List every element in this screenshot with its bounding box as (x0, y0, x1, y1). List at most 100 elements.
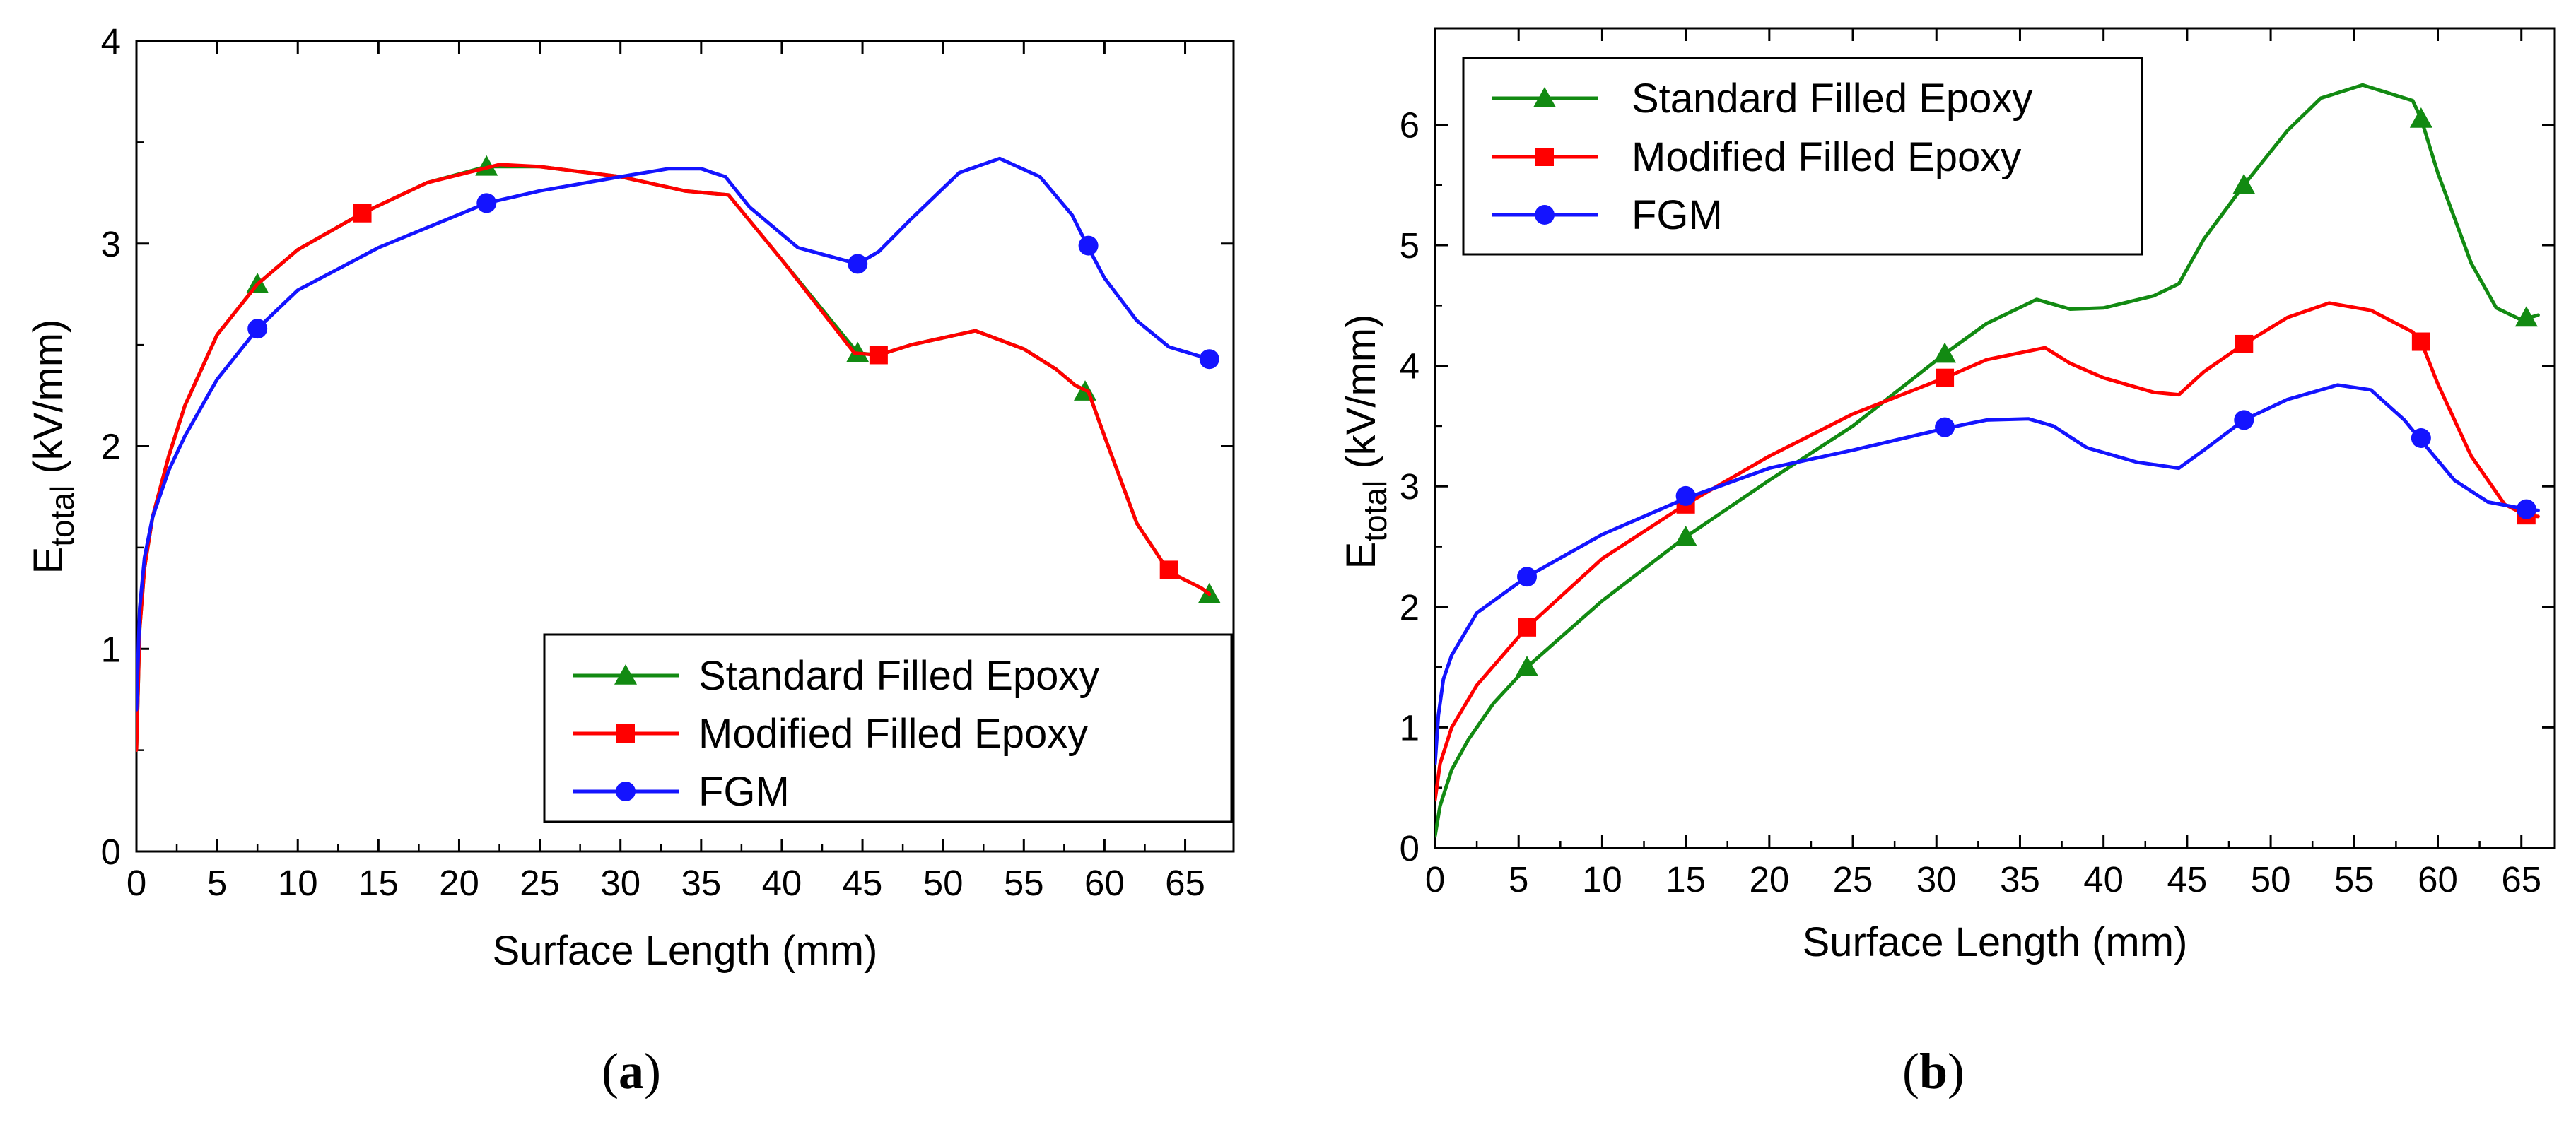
panel-b-data-point (2516, 499, 2536, 519)
panel-a-data-point (476, 193, 497, 213)
panel-b-data-point (2411, 332, 2430, 351)
panel-a-x-tick-label: 50 (923, 863, 964, 903)
panel-a-x-tick-label: 5 (207, 863, 227, 903)
panel-b-caption-letter: b (1919, 1043, 1948, 1099)
panel-b-data-point (1936, 368, 1955, 387)
panel-a-y-tick-label: 0 (101, 832, 121, 872)
panel-a-data-point (848, 254, 868, 274)
panel-a-legend-marker (616, 782, 636, 801)
panel-b-y-axis-label-unit: (kV/mm) (1338, 314, 1384, 480)
panel-b-data-point (2411, 428, 2431, 448)
chart-b: 0 5 10 15 20 25 30 35 40 45 50 55 60 650123456Surface… (1338, 27, 2556, 1099)
panel-a-caption: (a) (602, 1043, 661, 1099)
panel-b-x-tick-label: 60 (2418, 859, 2458, 900)
panel-b-series-1 (1435, 301, 2540, 802)
panel-b-legend-label: Standard Filled Epoxy (1632, 76, 2032, 122)
panel-b-y-axis-label-sub: total (1357, 480, 1393, 542)
panel-b-data-point (1933, 342, 1957, 363)
panel-a-y-axis-label: Etotal (kV/mm) (25, 319, 81, 574)
panel-a-x-tick-label: 40 (762, 863, 802, 903)
panel-b-x-tick-label: 30 (1916, 859, 1957, 900)
panel-a-x-tick-label: 15 (358, 863, 399, 903)
panel-a-data-point (353, 204, 372, 223)
panel-b-y-tick-label: 1 (1400, 707, 1419, 748)
panel-a-x-axis-label: Surface Length (mm) (493, 928, 878, 974)
panel-b-data-point (1518, 618, 1537, 637)
panel-b-x-tick-label: 40 (2083, 859, 2124, 900)
panel-b-x-tick-label: 20 (1749, 859, 1789, 900)
panel-a-data-point (1159, 560, 1178, 579)
panel-b-legend: Standard Filled Epoxy Modified Filled Epo… (1462, 57, 2143, 256)
panel-a-legend-label: Standard Filled Epoxy (698, 653, 1099, 699)
panel-b-data-point (1935, 417, 1955, 437)
panel-a-x-tick-label: 0 (127, 863, 146, 903)
panel-b-series-0 (1435, 83, 2540, 838)
panel-a-x-tick-label: 25 (520, 863, 560, 903)
panel-a-data-point (869, 346, 888, 365)
panel-a-y-axis-label-unit: (kV/mm) (25, 319, 71, 485)
panel-b-data-point (1516, 656, 1539, 676)
panel-b-data-point (2514, 306, 2538, 327)
panel-a-y-tick-label: 2 (101, 427, 121, 467)
panel-b-legend-marker (1535, 148, 1554, 166)
panel-b-data-point (1675, 485, 1696, 506)
panel-a-x-tick-label: 45 (843, 863, 883, 903)
panel-b-x-tick-label: 0 (1425, 859, 1445, 900)
panel-b-x-tick-label: 10 (1582, 859, 1622, 900)
panel-a-y-axis-label-main: E (25, 547, 71, 574)
panel-b-series-line (1435, 383, 2540, 766)
panel-a-series-line (136, 163, 1212, 753)
panel-a-x-tick-label: 35 (681, 863, 721, 903)
panel-b-y-tick-label: 3 (1400, 466, 1419, 507)
panel-a-series-2 (136, 156, 1219, 712)
panel-b-y-axis-label-main: E (1338, 542, 1384, 570)
panel-b-x-axis-label: Surface Length (mm) (1803, 919, 2188, 965)
panel-a-legend-marker (614, 664, 637, 685)
panel-b-x-tick-label: 5 (1509, 859, 1528, 900)
panel-b-y-tick-label: 2 (1400, 587, 1419, 627)
panel-b-plot-frame (1434, 27, 2556, 849)
panel-b-series-2 (1435, 383, 2540, 766)
panel-b-y-tick-label: 6 (1400, 105, 1419, 145)
panel-b-x-tick-label: 15 (1665, 859, 1706, 900)
panel-a-data-point (1199, 349, 1219, 370)
panel-a-data-point (247, 319, 268, 339)
panel-b-data-point (2235, 334, 2254, 353)
panel-b-y-axis-label: Etotal (kV/mm) (1338, 314, 1393, 570)
panel-b-data-point (2234, 410, 2254, 430)
panel-b-data-point (2409, 107, 2432, 128)
panel-b-x-tick-label: 65 (2501, 859, 2541, 900)
panel-b-legend-marker (1535, 205, 1555, 225)
panel-a-caption-letter: a (619, 1043, 644, 1099)
panel-a-y-axis-label-sub: total (44, 485, 81, 547)
panel-b-x-tick-label: 45 (2167, 859, 2208, 900)
panel-b-data-point (2232, 173, 2256, 194)
panel-a-x-tick-label: 60 (1084, 863, 1125, 903)
panel-b-data-point (1674, 525, 1697, 546)
panel-b-x-tick-label: 25 (1833, 859, 1873, 900)
chart-a: 0 5 10 15 20 25 30 35 40 45 50 55 60 65 0 1 2 3 4 Surface L… (25, 21, 1235, 1099)
panel-a-series-1 (136, 163, 1212, 753)
panel-a-legend-label: FGM (698, 769, 790, 815)
panel-b-x-tick-label: 55 (2334, 859, 2375, 900)
panel-b-legend-marker (1533, 87, 1556, 107)
panel-b-x-tick-label: 35 (2000, 859, 2040, 900)
panel-a-legend-label: Modified Filled Epoxy (698, 711, 1088, 757)
panel-a-y-tick-label: 4 (101, 21, 121, 61)
panel-a-y-tick-label: 3 (101, 224, 121, 264)
panel-b-legend-label: Modified Filled Epoxy (1632, 134, 2021, 180)
panel-a-x-tick-label: 10 (278, 863, 318, 903)
panel-a-y-tick-label: 1 (101, 629, 121, 669)
panel-a-x-tick-label: 55 (1004, 863, 1044, 903)
panel-a-x-tick-label: 30 (600, 863, 640, 903)
panel-b-series-line (1435, 83, 2540, 838)
panel-b-data-point (1517, 567, 1538, 587)
panel-a-x-tick-label: 20 (439, 863, 479, 903)
panel-b-x-tick-label: 50 (2251, 859, 2291, 900)
panel-b-y-tick-label: 0 (1400, 828, 1419, 868)
panel-b-y-tick-label: 4 (1400, 346, 1419, 387)
panel-b-y-tick-label: 5 (1400, 225, 1419, 266)
panel-b-legend-label: FGM (1632, 192, 1723, 238)
panel-a-series-line (136, 156, 1212, 712)
